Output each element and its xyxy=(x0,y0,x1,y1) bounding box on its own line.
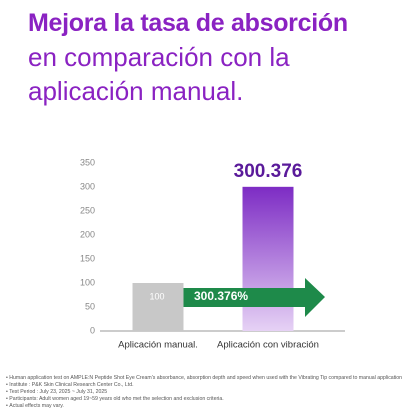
subtitle: aplicación manual. xyxy=(28,76,244,106)
x-tick-label: Aplicación manual. xyxy=(118,340,198,351)
y-tick-label: 100 xyxy=(80,277,95,287)
footnote: Participants: Adult women aged 19~59 yea… xyxy=(6,396,411,403)
y-tick-label: 300 xyxy=(80,181,95,191)
y-tick-label: 350 xyxy=(80,157,95,167)
footnote: Test Period : July 23, 2025 ~ July 31, 2… xyxy=(6,389,411,396)
x-tick-label: Aplicación con vibración xyxy=(217,340,319,351)
y-tick-label: 250 xyxy=(80,205,95,215)
footnote: Human application test on AMPLE:N Peptid… xyxy=(6,375,411,382)
y-tick-label: 200 xyxy=(80,229,95,239)
annotation: 300.376% xyxy=(194,289,248,303)
footnote: Actual effects may vary. xyxy=(6,403,411,410)
y-tick-label: 50 xyxy=(85,301,95,311)
y-tick-label: 150 xyxy=(80,253,95,263)
bar xyxy=(132,283,184,331)
value-label: 100 xyxy=(149,291,164,301)
value-label: 300.376 xyxy=(234,161,303,182)
arrow xyxy=(183,278,325,317)
chart: 0 50 100 150 200 250 300 350 Aplicación manual. A… xyxy=(80,157,345,351)
y-tick-label: 0 xyxy=(90,325,95,335)
footnote: Institute : P&K Skin Clinical Research C… xyxy=(6,382,411,389)
bar xyxy=(242,186,294,331)
title: Mejora la tasa de absorción xyxy=(28,9,348,37)
subtitle: en comparación con la xyxy=(28,42,290,72)
footnotes: Human application test on AMPLE:N Peptid… xyxy=(6,375,411,410)
